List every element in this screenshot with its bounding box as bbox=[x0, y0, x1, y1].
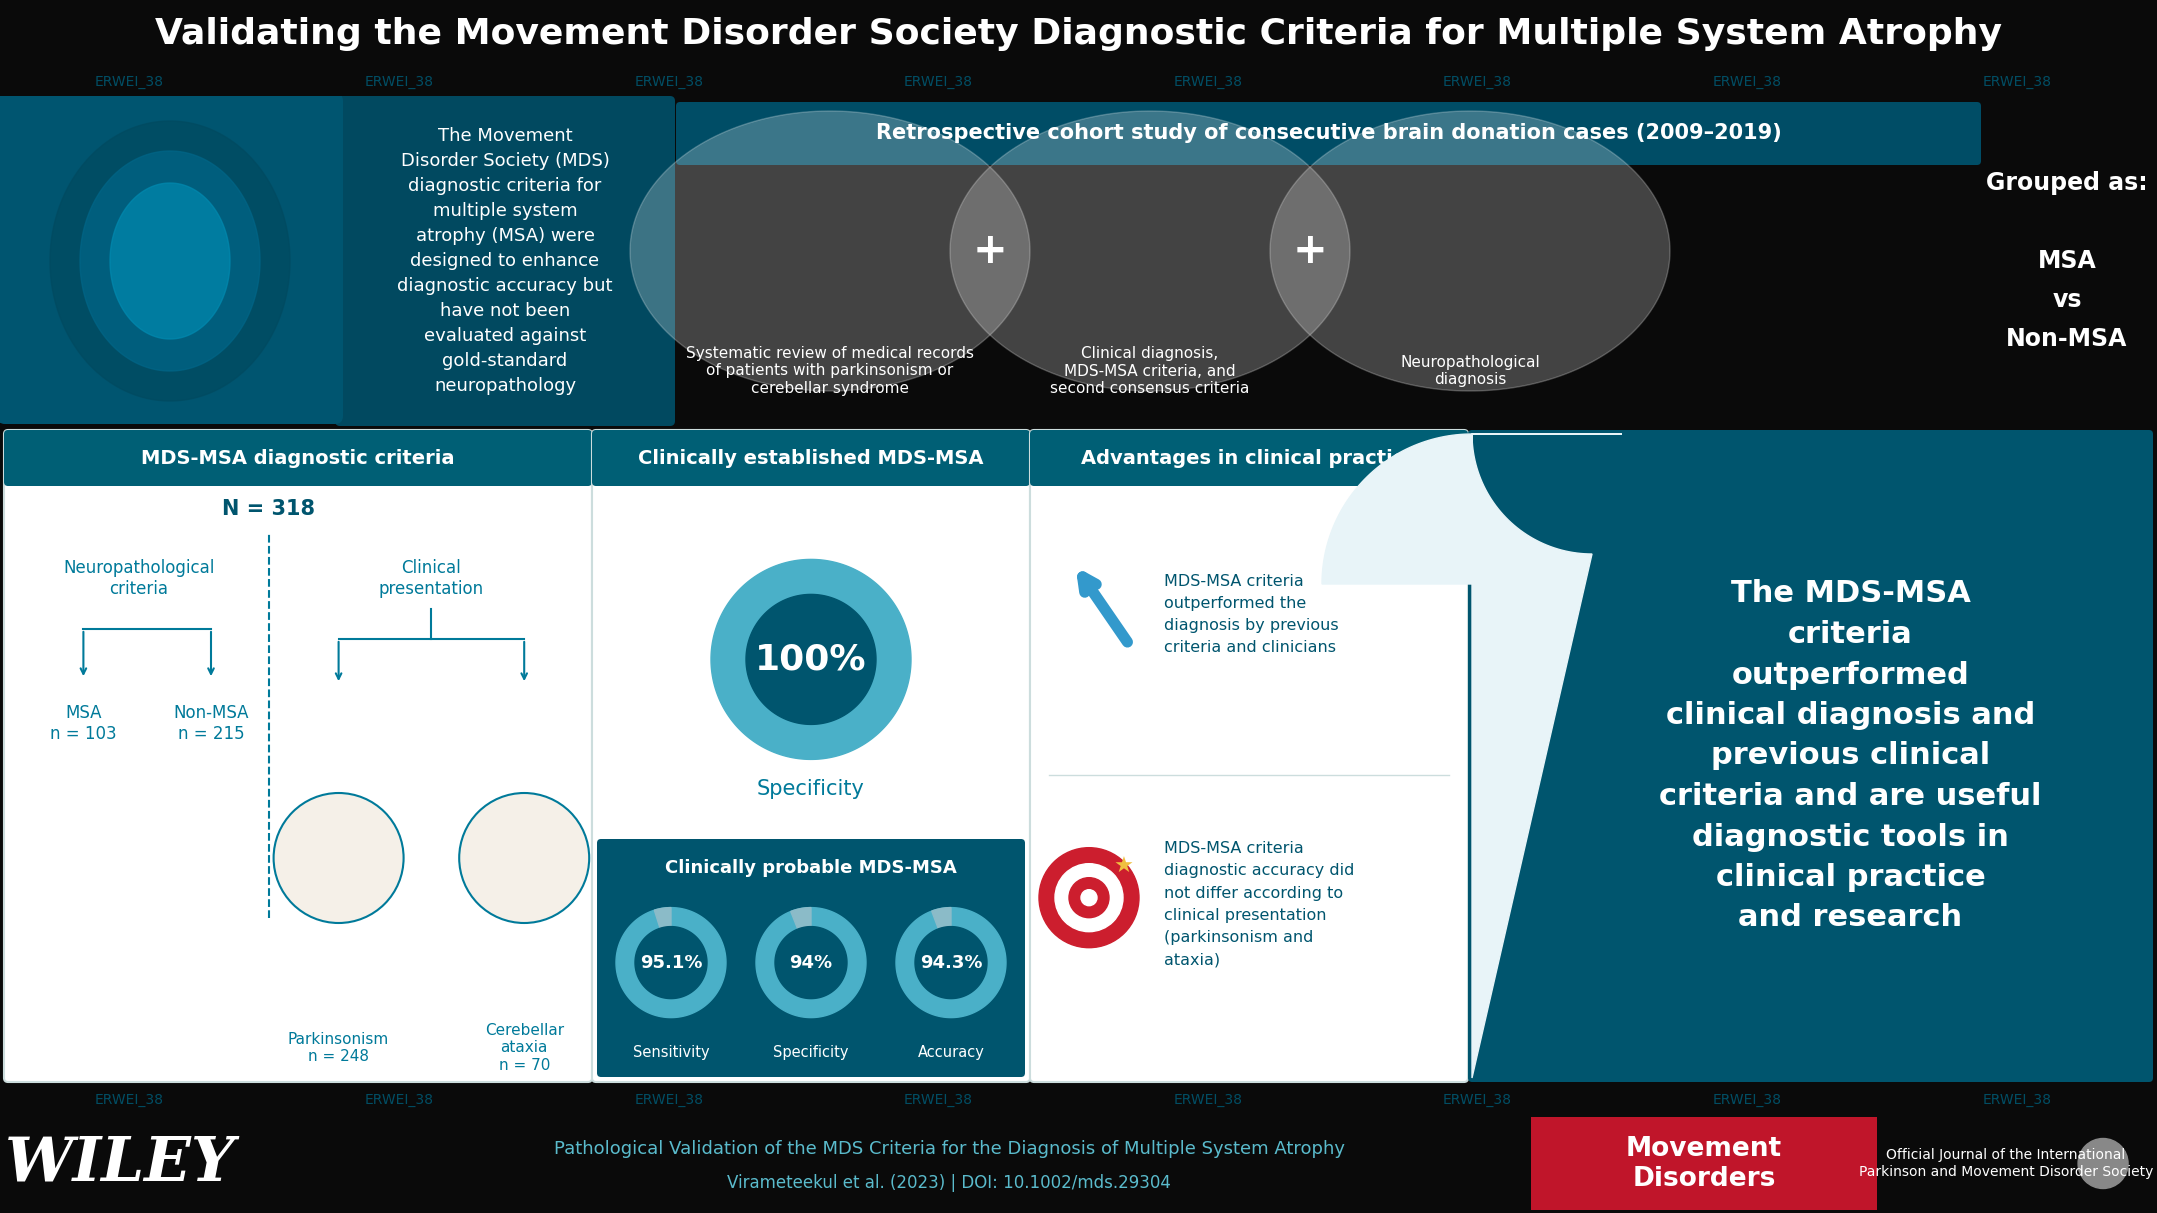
Text: The Movement
Disorder Society (MDS)
diagnostic criteria for
multiple system
atro: The Movement Disorder Society (MDS) diag… bbox=[397, 127, 613, 395]
Polygon shape bbox=[949, 112, 1350, 391]
Text: Pathological Validation of the MDS Criteria for the Diagnosis of Multiple System: Pathological Validation of the MDS Crite… bbox=[554, 1140, 1344, 1157]
Text: N = 318: N = 318 bbox=[222, 499, 315, 519]
Text: ★: ★ bbox=[1113, 856, 1135, 877]
Circle shape bbox=[1040, 848, 1139, 947]
Text: ERWEI_38: ERWEI_38 bbox=[95, 1093, 164, 1107]
Text: ERWEI_38: ERWEI_38 bbox=[1982, 1093, 2051, 1107]
Polygon shape bbox=[1270, 112, 1670, 391]
Text: ERWEI_38: ERWEI_38 bbox=[1713, 1093, 1782, 1107]
Text: ERWEI_38: ERWEI_38 bbox=[365, 75, 434, 89]
Text: ERWEI_38: ERWEI_38 bbox=[634, 75, 703, 89]
Polygon shape bbox=[712, 559, 910, 759]
Text: MDS-MSA criteria
diagnostic accuracy did
not differ according to
clinical presen: MDS-MSA criteria diagnostic accuracy did… bbox=[1165, 841, 1355, 967]
FancyBboxPatch shape bbox=[1031, 429, 1469, 486]
Text: Clinically established MDS-MSA: Clinically established MDS-MSA bbox=[638, 449, 984, 467]
Polygon shape bbox=[932, 907, 951, 963]
Text: Clinically probable MDS-MSA: Clinically probable MDS-MSA bbox=[664, 859, 958, 877]
Text: Systematic review of medical records
of patients with parkinsonism or
cerebellar: Systematic review of medical records of … bbox=[686, 346, 975, 395]
Text: 94%: 94% bbox=[789, 953, 833, 972]
Circle shape bbox=[2077, 1139, 2129, 1189]
Polygon shape bbox=[80, 150, 261, 371]
Polygon shape bbox=[630, 112, 1031, 391]
FancyBboxPatch shape bbox=[1531, 1117, 1877, 1211]
FancyBboxPatch shape bbox=[591, 429, 1031, 486]
Polygon shape bbox=[1322, 434, 1622, 583]
Circle shape bbox=[1081, 889, 1098, 906]
Text: Specificity: Specificity bbox=[757, 780, 865, 799]
Text: ERWEI_38: ERWEI_38 bbox=[1443, 1093, 1512, 1107]
Text: Neuropathological
criteria: Neuropathological criteria bbox=[63, 559, 216, 598]
Text: ERWEI_38: ERWEI_38 bbox=[904, 75, 973, 89]
Text: ERWEI_38: ERWEI_38 bbox=[1713, 75, 1782, 89]
Text: Parkinsonism
n = 248: Parkinsonism n = 248 bbox=[289, 1032, 388, 1064]
Text: Specificity: Specificity bbox=[772, 1046, 848, 1060]
Polygon shape bbox=[755, 907, 865, 1018]
Text: Neuropathological
diagnosis: Neuropathological diagnosis bbox=[1400, 354, 1540, 387]
Text: ERWEI_38: ERWEI_38 bbox=[95, 75, 164, 89]
Circle shape bbox=[274, 793, 403, 923]
Polygon shape bbox=[630, 112, 1031, 391]
Text: Grouped as:

MSA
vs
Non-MSA: Grouped as: MSA vs Non-MSA bbox=[1987, 171, 2148, 352]
Text: ERWEI_38: ERWEI_38 bbox=[1173, 75, 1242, 89]
Text: ERWEI_38: ERWEI_38 bbox=[904, 1093, 973, 1107]
Polygon shape bbox=[792, 907, 811, 963]
Polygon shape bbox=[746, 594, 876, 724]
Text: Retrospective cohort study of consecutive brain donation cases (2009–2019): Retrospective cohort study of consecutiv… bbox=[876, 123, 1782, 143]
Text: +: + bbox=[1292, 230, 1327, 272]
Text: Movement
Disorders: Movement Disorders bbox=[1626, 1135, 1782, 1191]
Polygon shape bbox=[895, 907, 1005, 1018]
Text: ERWEI_38: ERWEI_38 bbox=[634, 1093, 703, 1107]
FancyBboxPatch shape bbox=[591, 429, 1031, 1082]
Circle shape bbox=[459, 793, 589, 923]
Circle shape bbox=[1055, 864, 1124, 932]
Polygon shape bbox=[774, 927, 848, 998]
Polygon shape bbox=[634, 927, 707, 998]
Text: ERWEI_38: ERWEI_38 bbox=[365, 1093, 434, 1107]
Text: Clinical
presentation: Clinical presentation bbox=[380, 559, 483, 598]
FancyBboxPatch shape bbox=[1031, 429, 1469, 1082]
Text: MSA
n = 103: MSA n = 103 bbox=[50, 704, 116, 742]
Text: Cerebellar
ataxia
n = 70: Cerebellar ataxia n = 70 bbox=[485, 1023, 563, 1074]
Text: +: + bbox=[973, 230, 1007, 272]
Circle shape bbox=[1070, 878, 1109, 918]
Text: WILEY: WILEY bbox=[4, 1133, 235, 1194]
Text: Sensitivity: Sensitivity bbox=[632, 1046, 710, 1060]
Text: Virameteekul et al. (2023) | DOI: 10.1002/mds.29304: Virameteekul et al. (2023) | DOI: 10.100… bbox=[727, 1174, 1171, 1192]
FancyBboxPatch shape bbox=[4, 429, 591, 486]
Text: Clinical diagnosis,
MDS-MSA criteria, and
second consensus criteria: Clinical diagnosis, MDS-MSA criteria, an… bbox=[1050, 346, 1249, 395]
Polygon shape bbox=[50, 121, 289, 402]
Text: Official Journal of the International
Parkinson and Movement Disorder Society: Official Journal of the International Pa… bbox=[1859, 1149, 2153, 1179]
FancyBboxPatch shape bbox=[334, 96, 675, 426]
Text: Advantages in clinical practice: Advantages in clinical practice bbox=[1081, 449, 1417, 467]
FancyBboxPatch shape bbox=[597, 839, 1025, 1077]
FancyBboxPatch shape bbox=[4, 429, 591, 1082]
Text: Validating the Movement Disorder Society Diagnostic Criteria for Multiple System: Validating the Movement Disorder Society… bbox=[155, 17, 2002, 51]
Text: ERWEI_38: ERWEI_38 bbox=[1173, 1093, 1242, 1107]
Text: ERWEI_38: ERWEI_38 bbox=[1443, 75, 1512, 89]
Polygon shape bbox=[110, 183, 231, 338]
Polygon shape bbox=[949, 112, 1350, 391]
Polygon shape bbox=[617, 907, 727, 1018]
Text: Non-MSA
n = 215: Non-MSA n = 215 bbox=[173, 704, 248, 742]
FancyBboxPatch shape bbox=[675, 102, 1980, 165]
Text: MDS-MSA diagnostic criteria: MDS-MSA diagnostic criteria bbox=[140, 449, 455, 467]
Text: ERWEI_38: ERWEI_38 bbox=[1982, 75, 2051, 89]
Text: 100%: 100% bbox=[755, 643, 867, 677]
Text: Accuracy: Accuracy bbox=[917, 1046, 984, 1060]
Text: The MDS-MSA
criteria
outperformed
clinical diagnosis and
previous clinical
crite: The MDS-MSA criteria outperformed clinic… bbox=[1659, 580, 2043, 933]
FancyBboxPatch shape bbox=[0, 93, 343, 425]
Text: 94.3%: 94.3% bbox=[919, 953, 981, 972]
Polygon shape bbox=[654, 907, 671, 963]
Text: 95.1%: 95.1% bbox=[641, 953, 703, 972]
Polygon shape bbox=[1471, 434, 1592, 1078]
Text: MDS-MSA criteria
outperformed the
diagnosis by previous
criteria and clinicians: MDS-MSA criteria outperformed the diagno… bbox=[1165, 574, 1339, 655]
Polygon shape bbox=[1270, 112, 1670, 391]
Polygon shape bbox=[915, 927, 988, 998]
FancyBboxPatch shape bbox=[1469, 429, 2153, 1082]
